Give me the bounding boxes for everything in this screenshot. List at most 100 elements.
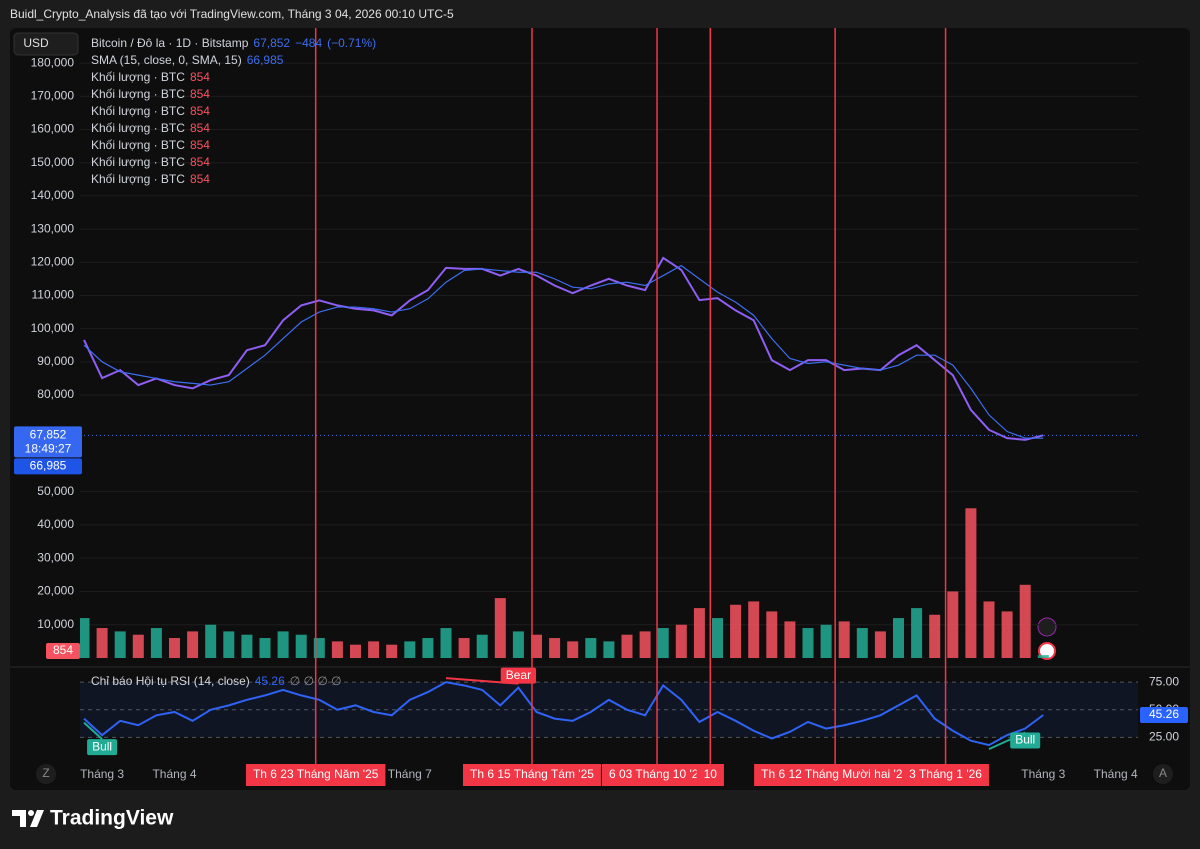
volume-bar [621,634,633,658]
volume-bar [458,638,470,658]
y-tick-label: 160,000 [31,122,75,136]
volume-bar [874,631,886,658]
volume-bar [639,631,651,658]
legend-volume: Khối lượng · BTC [91,104,185,118]
scale-button[interactable] [36,764,56,784]
volume-bar [675,624,687,658]
scale-button[interactable] [1153,764,1173,784]
volume-bar [983,601,995,658]
y-tick-label: 180,000 [31,55,75,69]
volume-bar [187,631,199,658]
volume-bar [440,628,452,658]
volume-bar [80,618,90,658]
legend-volume-value: 854 [190,70,210,84]
volume-tag-label: 854 [53,643,73,657]
marker-label-box [754,764,917,786]
y-tick-label: 170,000 [31,89,75,103]
marker-label-box [463,764,601,786]
y-tick-label: 50,000 [37,484,74,498]
volume-bar [856,628,868,658]
volume-bar [1019,584,1031,658]
divergence-label: Bear [506,668,531,682]
legend-volume-value: 854 [190,172,210,186]
x-tick-label: Tháng 4 [1094,767,1138,781]
volume-bar [929,614,941,658]
divergence-line [83,721,103,740]
y-tick-label: 120,000 [31,254,75,268]
legend-volume: Khối lượng · BTC [91,87,185,101]
brand: TradingView [50,807,174,830]
chart-panel [10,28,1190,790]
legend-change-percent: (−0.71%) [327,36,376,50]
volume-bar [1037,655,1049,658]
volume-bar [730,604,742,658]
marker-label-box [601,764,713,786]
legend-price: 67,852 [253,36,290,50]
marker-label: 6 03 Tháng 10 '25 [609,767,705,781]
y-tick-label: 90,000 [37,354,74,368]
rsi-tag [1140,707,1188,724]
brand-logo [12,810,44,827]
series-line [83,264,1044,439]
legend-volume: Khối lượng · BTC [91,70,185,84]
volume-tag [46,643,80,659]
price-tag-label: 67,852 [30,427,67,441]
volume-bar [693,608,705,658]
marker-label-box [696,764,724,786]
marker-label-box [902,764,989,786]
volume-bar [784,621,796,658]
series-line [83,256,1044,441]
volume-bar [893,618,904,658]
volume-bar [150,628,162,658]
legend-volume-value: 854 [190,87,210,101]
volume-bar [585,638,597,658]
rsi-tag-label: 45.26 [1149,707,1179,721]
divergence-label: Bull [92,739,112,753]
series-line [83,681,1044,747]
marker-label: 3 Tháng 1 '26 [909,767,982,781]
volume-bar [911,608,923,658]
legend-rsi: Chỉ báo Hội tụ RSI (14, close) [91,674,250,688]
chart-layer: 180,000 170,000 160,000 150,000 140,000 130,0… [14,28,1188,786]
y-tick-label: 20,000 [37,584,74,598]
currency-button[interactable] [13,32,79,56]
legend-volume: Khối lượng · BTC [91,155,185,169]
scale-button-label[interactable]: A [1159,766,1167,780]
currency-label[interactable]: USD [23,36,49,50]
event-icon[interactable] [1037,617,1057,637]
rsi-tick-label: 25.00 [1149,730,1179,744]
volume-bar [295,634,307,658]
volume-bar [368,641,380,658]
volume-bar [549,638,561,658]
volume-bar [965,508,977,658]
volume-bar [132,634,144,658]
volume-bar [820,624,832,658]
volume-bar [241,634,253,658]
volume-bar [512,631,524,658]
page-title: Buidl_Crypto_Analysis đã tạo với Trading… [10,7,454,21]
flag-icon[interactable] [1038,642,1056,660]
volume-bar [476,634,488,658]
marker-label: 10 [704,767,718,781]
y-tick-label: 30,000 [37,550,74,564]
legend-rsi-value: 45.26 [255,674,285,688]
volume-bar [802,628,814,658]
legend-sma: SMA (15, close, 0, SMA, 15) [91,53,242,67]
time-axis: Tháng 3 Tháng 4 Tháng 7 Tháng 3 Tháng 4 [80,767,1138,781]
legend-symbol: Bitcoin / Đô la · 1D · Bitstamp [91,36,249,50]
marker-label: Th 6 23 Tháng Năm '25 [253,767,379,781]
scale-button-label[interactable]: Z [42,766,49,780]
volume-bar [712,618,723,658]
volume-bar [766,611,778,658]
legend-volume-value: 854 [190,138,210,152]
volume-bar [838,621,850,658]
price-tag [14,426,82,458]
volume-bar [331,641,343,658]
legend-change: −484 [295,36,322,50]
legend-volume-value: 854 [190,121,210,135]
marker-label-box [245,764,386,786]
plot-area [80,62,1138,747]
volume-bar [422,638,434,658]
volume-bar [259,638,271,658]
